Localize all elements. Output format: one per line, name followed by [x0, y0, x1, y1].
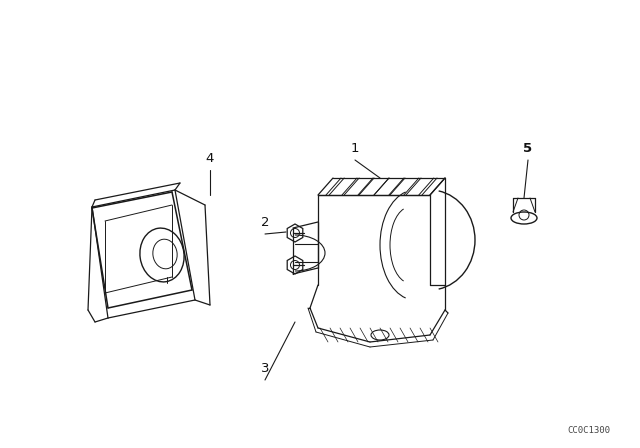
Text: 3: 3: [260, 362, 269, 375]
Text: 1: 1: [351, 142, 359, 155]
Text: 5: 5: [524, 142, 532, 155]
Text: CC0C1300: CC0C1300: [567, 426, 610, 435]
Text: 4: 4: [206, 151, 214, 164]
Text: 2: 2: [260, 215, 269, 228]
